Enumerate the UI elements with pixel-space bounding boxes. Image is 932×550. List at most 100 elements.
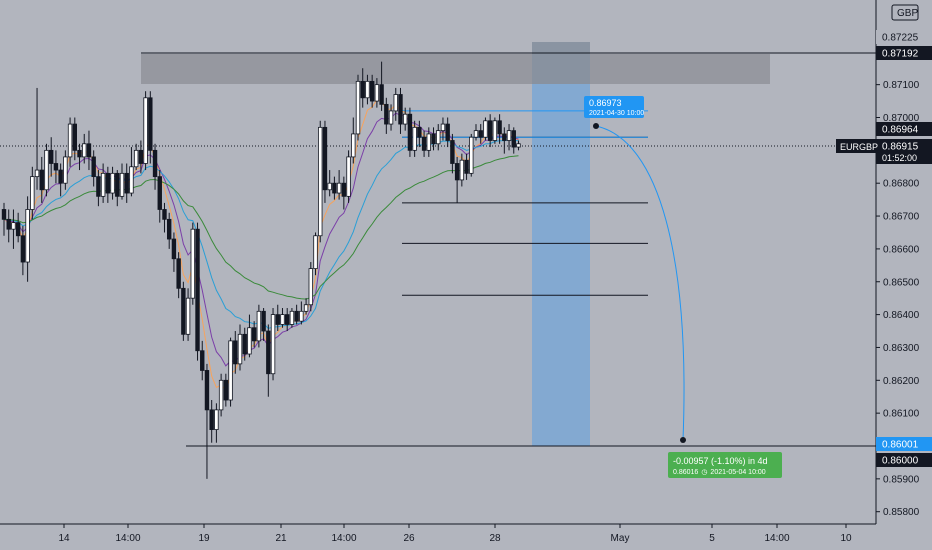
candle-body[interactable] bbox=[190, 228, 195, 299]
price-badge-upper_a[interactable] bbox=[876, 30, 932, 44]
candle-body[interactable] bbox=[138, 149, 144, 164]
candle-body[interactable] bbox=[39, 169, 44, 191]
candle-body[interactable] bbox=[58, 169, 63, 184]
candle-body[interactable] bbox=[289, 310, 295, 325]
candle-body[interactable] bbox=[280, 314, 285, 325]
candle-body[interactable] bbox=[426, 133, 431, 151]
candle-body[interactable] bbox=[223, 379, 229, 401]
candle-body[interactable] bbox=[20, 235, 26, 263]
settings-box[interactable] bbox=[876, 524, 932, 550]
candle-body[interactable] bbox=[30, 176, 35, 210]
candle-body[interactable] bbox=[72, 123, 77, 151]
candle-body[interactable] bbox=[133, 149, 139, 168]
candle-body[interactable] bbox=[200, 350, 205, 371]
candle-body[interactable] bbox=[384, 103, 389, 125]
candle-body[interactable] bbox=[105, 172, 111, 194]
candle-body[interactable] bbox=[115, 172, 120, 197]
candle-body[interactable] bbox=[388, 110, 394, 125]
forecast-start-point[interactable] bbox=[593, 123, 599, 129]
candle-body[interactable] bbox=[86, 143, 92, 158]
candle-body[interactable] bbox=[332, 182, 337, 194]
candle-body[interactable] bbox=[25, 209, 30, 263]
candle-body[interactable] bbox=[459, 159, 465, 181]
candle-body[interactable] bbox=[256, 310, 262, 342]
candle-body[interactable] bbox=[299, 310, 304, 322]
time-axis[interactable] bbox=[0, 524, 876, 550]
candle-body[interactable] bbox=[506, 130, 512, 141]
currency-box[interactable] bbox=[891, 4, 919, 21]
candle-body[interactable] bbox=[110, 172, 115, 194]
candle-body[interactable] bbox=[100, 172, 106, 197]
candle-body[interactable] bbox=[49, 149, 54, 164]
candle-body[interactable] bbox=[445, 123, 450, 141]
candle-body[interactable] bbox=[303, 304, 309, 312]
candle-body[interactable] bbox=[15, 222, 21, 237]
candle-body[interactable] bbox=[67, 123, 73, 158]
candle-body[interactable] bbox=[63, 156, 68, 184]
candle-body[interactable] bbox=[77, 149, 82, 158]
candle-body[interactable] bbox=[53, 163, 59, 171]
forecast-end-point[interactable] bbox=[680, 437, 686, 443]
candle-body[interactable] bbox=[450, 140, 455, 164]
candle-body[interactable] bbox=[247, 327, 252, 355]
price-axis[interactable] bbox=[876, 0, 932, 524]
candle-body[interactable] bbox=[181, 287, 186, 335]
price-badge-target_a[interactable] bbox=[876, 437, 932, 451]
candle-body[interactable] bbox=[195, 228, 200, 352]
candle-body[interactable] bbox=[483, 120, 488, 138]
forecast-curve[interactable] bbox=[595, 125, 685, 441]
candle-body[interactable] bbox=[502, 133, 507, 141]
plot-area[interactable] bbox=[0, 0, 876, 524]
candle-body[interactable] bbox=[473, 130, 479, 138]
candle-body[interactable] bbox=[511, 130, 516, 148]
candle-body[interactable] bbox=[365, 80, 370, 99]
candle-body[interactable] bbox=[270, 314, 276, 375]
candle-body[interactable] bbox=[412, 126, 417, 151]
candle-body[interactable] bbox=[398, 94, 403, 125]
price-badge-mid[interactable] bbox=[876, 122, 932, 136]
projection-zone[interactable] bbox=[532, 42, 590, 446]
candle-body[interactable] bbox=[266, 330, 271, 375]
candle-body[interactable] bbox=[143, 97, 148, 164]
candle-body[interactable] bbox=[478, 130, 483, 138]
candle-body[interactable] bbox=[91, 156, 96, 178]
candle-body[interactable] bbox=[129, 166, 134, 194]
candle-body[interactable] bbox=[294, 310, 299, 322]
candle-body[interactable] bbox=[360, 80, 365, 99]
candle-body[interactable] bbox=[119, 172, 125, 197]
candle-body[interactable] bbox=[402, 113, 408, 125]
candle-body[interactable] bbox=[497, 120, 502, 135]
candle-body[interactable] bbox=[11, 222, 16, 230]
candle-body[interactable] bbox=[166, 218, 172, 240]
candle-body[interactable] bbox=[237, 333, 243, 365]
candle-body[interactable] bbox=[152, 149, 158, 178]
candle-body[interactable] bbox=[421, 136, 427, 151]
candle-body[interactable] bbox=[209, 409, 214, 430]
candle-body[interactable] bbox=[454, 163, 460, 181]
candle-body[interactable] bbox=[318, 126, 323, 237]
price-badge-target_b[interactable] bbox=[876, 453, 932, 467]
candle-body[interactable] bbox=[6, 218, 11, 230]
candle-body[interactable] bbox=[393, 94, 398, 112]
candle-body[interactable] bbox=[171, 238, 177, 260]
candle-body[interactable] bbox=[516, 143, 521, 148]
price-badge-current[interactable] bbox=[876, 139, 932, 153]
candle-body[interactable] bbox=[233, 340, 238, 365]
candle-body[interactable] bbox=[242, 333, 247, 355]
price-badge-upper_b[interactable] bbox=[876, 46, 932, 60]
candle-body[interactable] bbox=[1, 209, 7, 220]
candle-body[interactable] bbox=[492, 120, 498, 141]
candle-body[interactable] bbox=[124, 172, 129, 194]
candle-body[interactable] bbox=[379, 84, 384, 105]
candle-body[interactable] bbox=[176, 258, 181, 289]
candle-body[interactable] bbox=[185, 297, 191, 335]
candle-body[interactable] bbox=[407, 113, 413, 151]
candle-body[interactable] bbox=[346, 156, 351, 197]
candle-body[interactable] bbox=[487, 120, 493, 141]
candle-body[interactable] bbox=[313, 235, 318, 270]
candle-body[interactable] bbox=[148, 97, 153, 151]
candle-body[interactable] bbox=[431, 133, 436, 145]
candle-body[interactable] bbox=[228, 340, 233, 401]
candle-body[interactable] bbox=[355, 80, 361, 135]
candle-body[interactable] bbox=[308, 268, 313, 306]
